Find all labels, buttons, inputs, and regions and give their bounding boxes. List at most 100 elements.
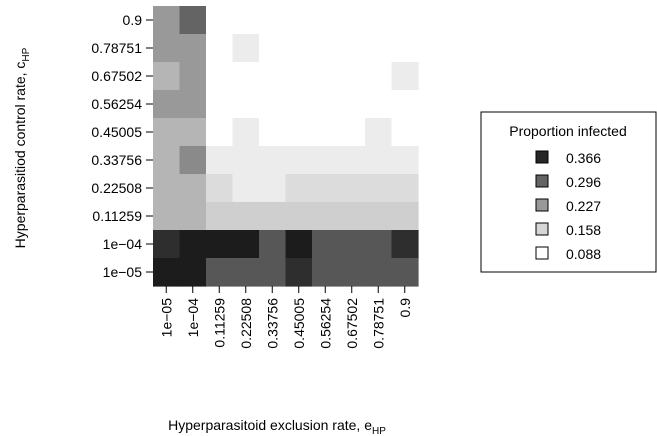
heatmap-cell [232, 258, 260, 287]
x-axis-tick-labels: 1e−05 1e−04 0.11259 0.22508 0.33756 0.45005 0.… [158, 298, 413, 349]
x-axis-tick-label: 0.33756 [264, 298, 280, 349]
y-axis-ticks [146, 19, 153, 273]
heatmap-cell [259, 62, 287, 91]
heatmap-cell [365, 6, 393, 35]
heatmap-cell [365, 230, 393, 259]
heatmap-cell [259, 174, 287, 203]
x-axis-label-main: Hyperparasitoid exclusion rate, e [168, 417, 372, 433]
legend-swatch [535, 174, 549, 188]
heatmap-cell [206, 146, 234, 175]
legend: Proportion infected 0.366 0.296 0.227 0.158… [480, 111, 657, 273]
heatmap-cell [338, 146, 366, 175]
x-axis-ticks [165, 286, 406, 293]
heatmap-cell [179, 62, 207, 91]
heatmap-cell [179, 90, 207, 119]
x-axis-tick-label: 0.78751 [370, 298, 386, 349]
heatmap-cell [285, 62, 313, 91]
heatmap-cell [259, 34, 287, 63]
x-axis-tick-label: 0.67502 [344, 298, 360, 349]
y-axis-tick-label: 0.56254 [91, 96, 142, 112]
heatmap-cell [285, 230, 313, 259]
legend-label: 0.366 [566, 150, 601, 166]
heatmap-cell [232, 230, 260, 259]
heatmap-cell [391, 6, 419, 35]
heatmap-cell [206, 174, 234, 203]
x-axis-tick-label: 0.56254 [317, 298, 333, 349]
heatmap-cell [153, 6, 181, 35]
heatmap-cell [259, 90, 287, 119]
heatmap-cell [179, 34, 207, 63]
heatmap-cell [312, 258, 340, 287]
y-axis-label-subscript: HP [21, 47, 32, 61]
y-axis-label-main: Hyperparasitiod control rate, c [12, 62, 28, 249]
heatmap-cell [206, 34, 234, 63]
heatmap-cell [206, 118, 234, 147]
heatmap-cell [312, 34, 340, 63]
heatmap-cell [153, 62, 181, 91]
heatmap-cell [179, 174, 207, 203]
y-axis-tick-label: 0.33756 [91, 152, 142, 168]
heatmap-cell [179, 258, 207, 287]
y-axis-tick-label: 0.45005 [91, 124, 142, 140]
heatmap-cell [338, 62, 366, 91]
x-axis-tick-label: 1e−04 [185, 298, 201, 338]
heatmap-cell [153, 146, 181, 175]
heatmap-cell [179, 202, 207, 231]
heatmap-cell [153, 258, 181, 287]
y-axis-tick-label: 0.22508 [91, 180, 142, 196]
heatmap-cell [312, 62, 340, 91]
heatmap-cell [232, 34, 260, 63]
heatmap-cell [285, 34, 313, 63]
heatmap-cell [338, 90, 366, 119]
heatmap-cell [365, 146, 393, 175]
heatmap-cell [365, 62, 393, 91]
heatmap-cell [391, 62, 419, 91]
heatmap-cell [338, 230, 366, 259]
heatmap-cell [391, 90, 419, 119]
y-axis-tick-label: 1e−05 [103, 264, 143, 280]
legend-entries: 0.366 0.296 0.227 0.158 0.088 [535, 150, 601, 262]
heatmap-cell [312, 230, 340, 259]
legend-swatch [535, 222, 549, 236]
heatmap-cell [259, 202, 287, 231]
heatmap-cell [312, 174, 340, 203]
heatmap-cell [153, 202, 181, 231]
heatmap-cell [338, 174, 366, 203]
y-axis-tick-labels: 1e−05 1e−04 0.11259 0.22508 0.33756 0.45005 0.… [91, 12, 142, 280]
heatmap-cell [391, 34, 419, 63]
heatmap-cell [312, 146, 340, 175]
legend-swatch [535, 246, 549, 260]
y-axis-tick-label: 0.78751 [91, 40, 142, 56]
heatmap-cell [206, 202, 234, 231]
x-axis-tick-label: 0.9 [397, 298, 413, 318]
heatmap-cell [391, 230, 419, 259]
heatmap-cell [338, 34, 366, 63]
heatmap-cell [153, 34, 181, 63]
heatmap-cell [232, 174, 260, 203]
heatmap-cell [312, 118, 340, 147]
heatmap-cell [391, 118, 419, 147]
heatmap-cell [391, 202, 419, 231]
heatmap-cell [153, 230, 181, 259]
legend-box [480, 111, 657, 273]
y-axis-tick-label: 1e−04 [103, 236, 143, 252]
legend-label: 0.088 [566, 246, 601, 262]
heatmap-cell [259, 230, 287, 259]
heatmap-cell [338, 258, 366, 287]
legend-title: Proportion infected [509, 123, 627, 139]
y-axis-label: Hyperparasitiod control rate, cHP [12, 47, 32, 248]
heatmap-cell [365, 90, 393, 119]
heatmap-cell [179, 6, 207, 35]
heatmap-cell [338, 202, 366, 231]
heatmap-cell [365, 258, 393, 287]
heatmap-cell [312, 6, 340, 35]
y-axis-tick-label: 0.67502 [91, 68, 142, 84]
heatmap-cell [153, 90, 181, 119]
heatmap-cell [259, 118, 287, 147]
heatmap-cell [365, 202, 393, 231]
heatmap-cell [232, 62, 260, 91]
heatmap-cell [391, 258, 419, 287]
heatmap-cell [285, 118, 313, 147]
x-axis-tick-label: 0.45005 [291, 298, 307, 349]
heatmap-cell [232, 90, 260, 119]
